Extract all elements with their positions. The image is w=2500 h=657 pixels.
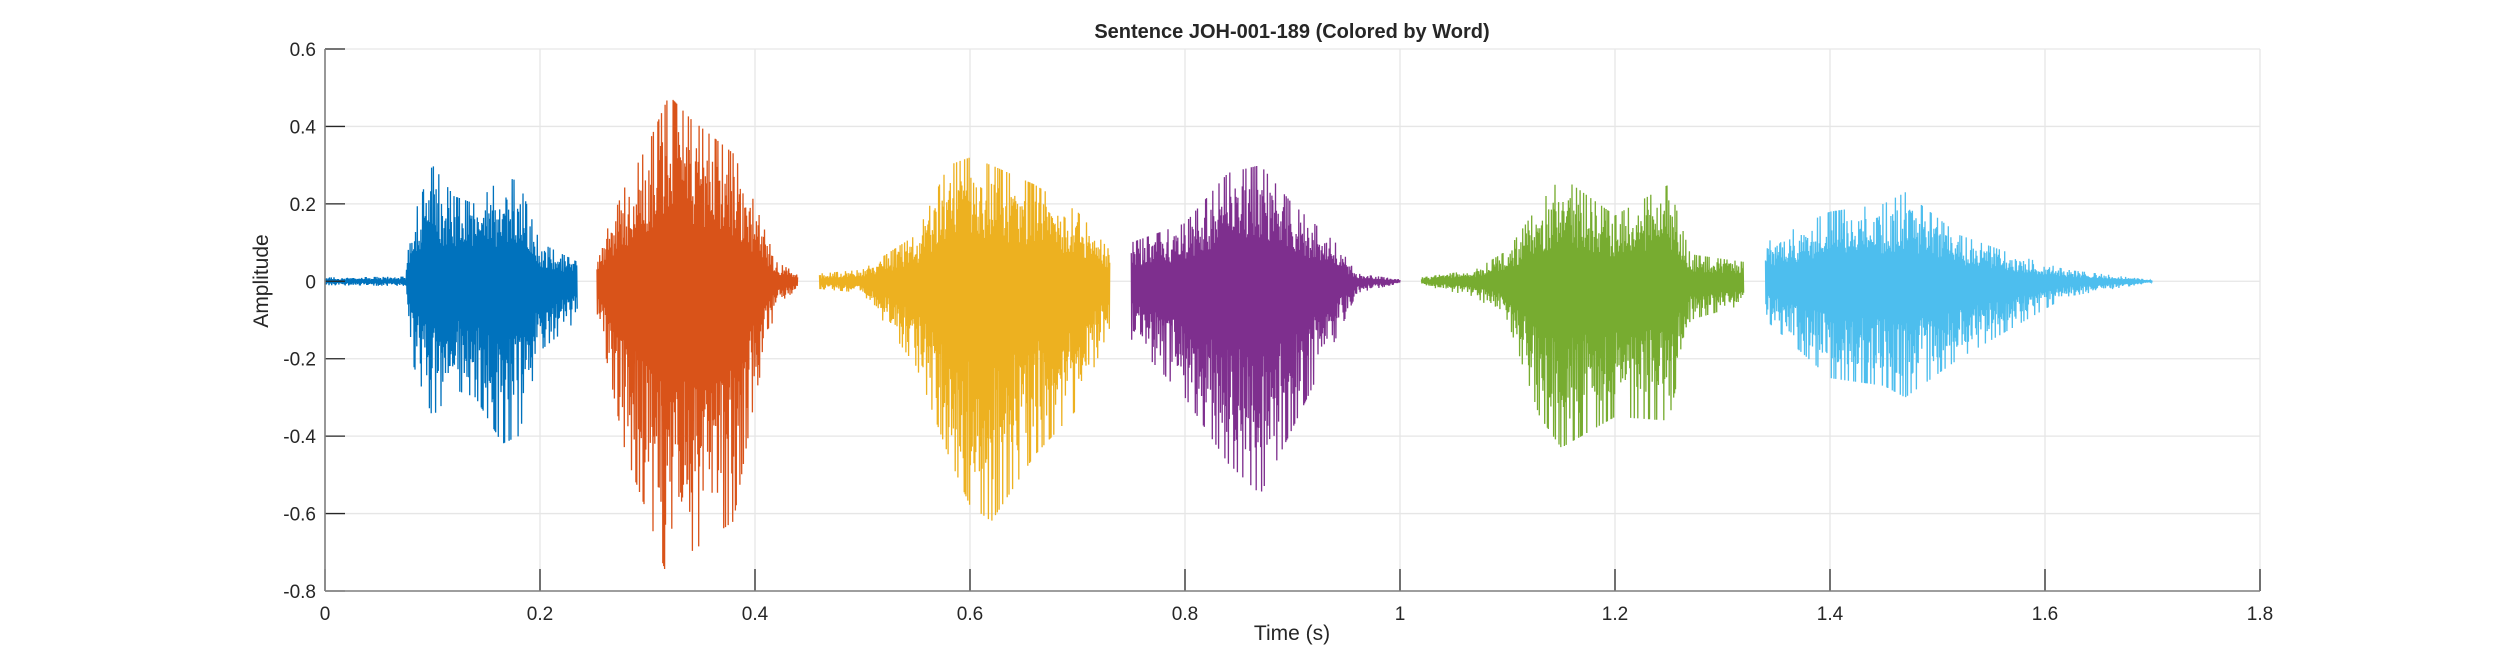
waveform-word-6 bbox=[1764, 192, 2153, 398]
x-axis-label: Time (s) bbox=[1254, 622, 1330, 645]
waveform-word-1 bbox=[324, 166, 578, 444]
waveform-series bbox=[324, 99, 2153, 570]
y-tick-label: -0.6 bbox=[283, 505, 316, 526]
y-tick-label: 0.2 bbox=[290, 195, 316, 216]
x-tick-label: 0.2 bbox=[527, 604, 553, 625]
y-tick-label: -0.4 bbox=[283, 427, 316, 448]
x-tick-label: 1.2 bbox=[1602, 604, 1628, 625]
y-tick-label: 0.4 bbox=[290, 117, 317, 138]
y-tick-label: -0.2 bbox=[283, 350, 316, 371]
axes: 0 0.2 0.4 0.6 0.8 1 1.2 1.4 1.6 1.8 0.6 0.4 0.2 0 -0.2… bbox=[283, 40, 2273, 625]
y-axis-label: Amplitude bbox=[250, 234, 273, 327]
x-tick-label: 0 bbox=[320, 604, 331, 625]
y-tick-label: 0.6 bbox=[290, 40, 316, 61]
x-tick-label: 1 bbox=[1395, 604, 1406, 625]
x-tick-label: 1.8 bbox=[2247, 604, 2273, 625]
y-tick-label: -0.8 bbox=[283, 582, 316, 603]
x-tick-label: 0.4 bbox=[742, 604, 769, 625]
waveform-word-2 bbox=[596, 99, 799, 570]
x-tick-label: 1.6 bbox=[2032, 604, 2058, 625]
y-tick-label: 0 bbox=[305, 272, 316, 293]
x-tick-label: 0.6 bbox=[957, 604, 983, 625]
chart-title: Sentence JOH-001-189 (Colored by Word) bbox=[1094, 21, 1489, 43]
waveform-word-4 bbox=[1130, 165, 1401, 492]
waveform-word-5 bbox=[1420, 184, 1745, 448]
x-tick-label: 0.8 bbox=[1172, 604, 1198, 625]
waveform-word-3 bbox=[818, 157, 1111, 521]
x-tick-label: 1.4 bbox=[1817, 604, 1844, 625]
